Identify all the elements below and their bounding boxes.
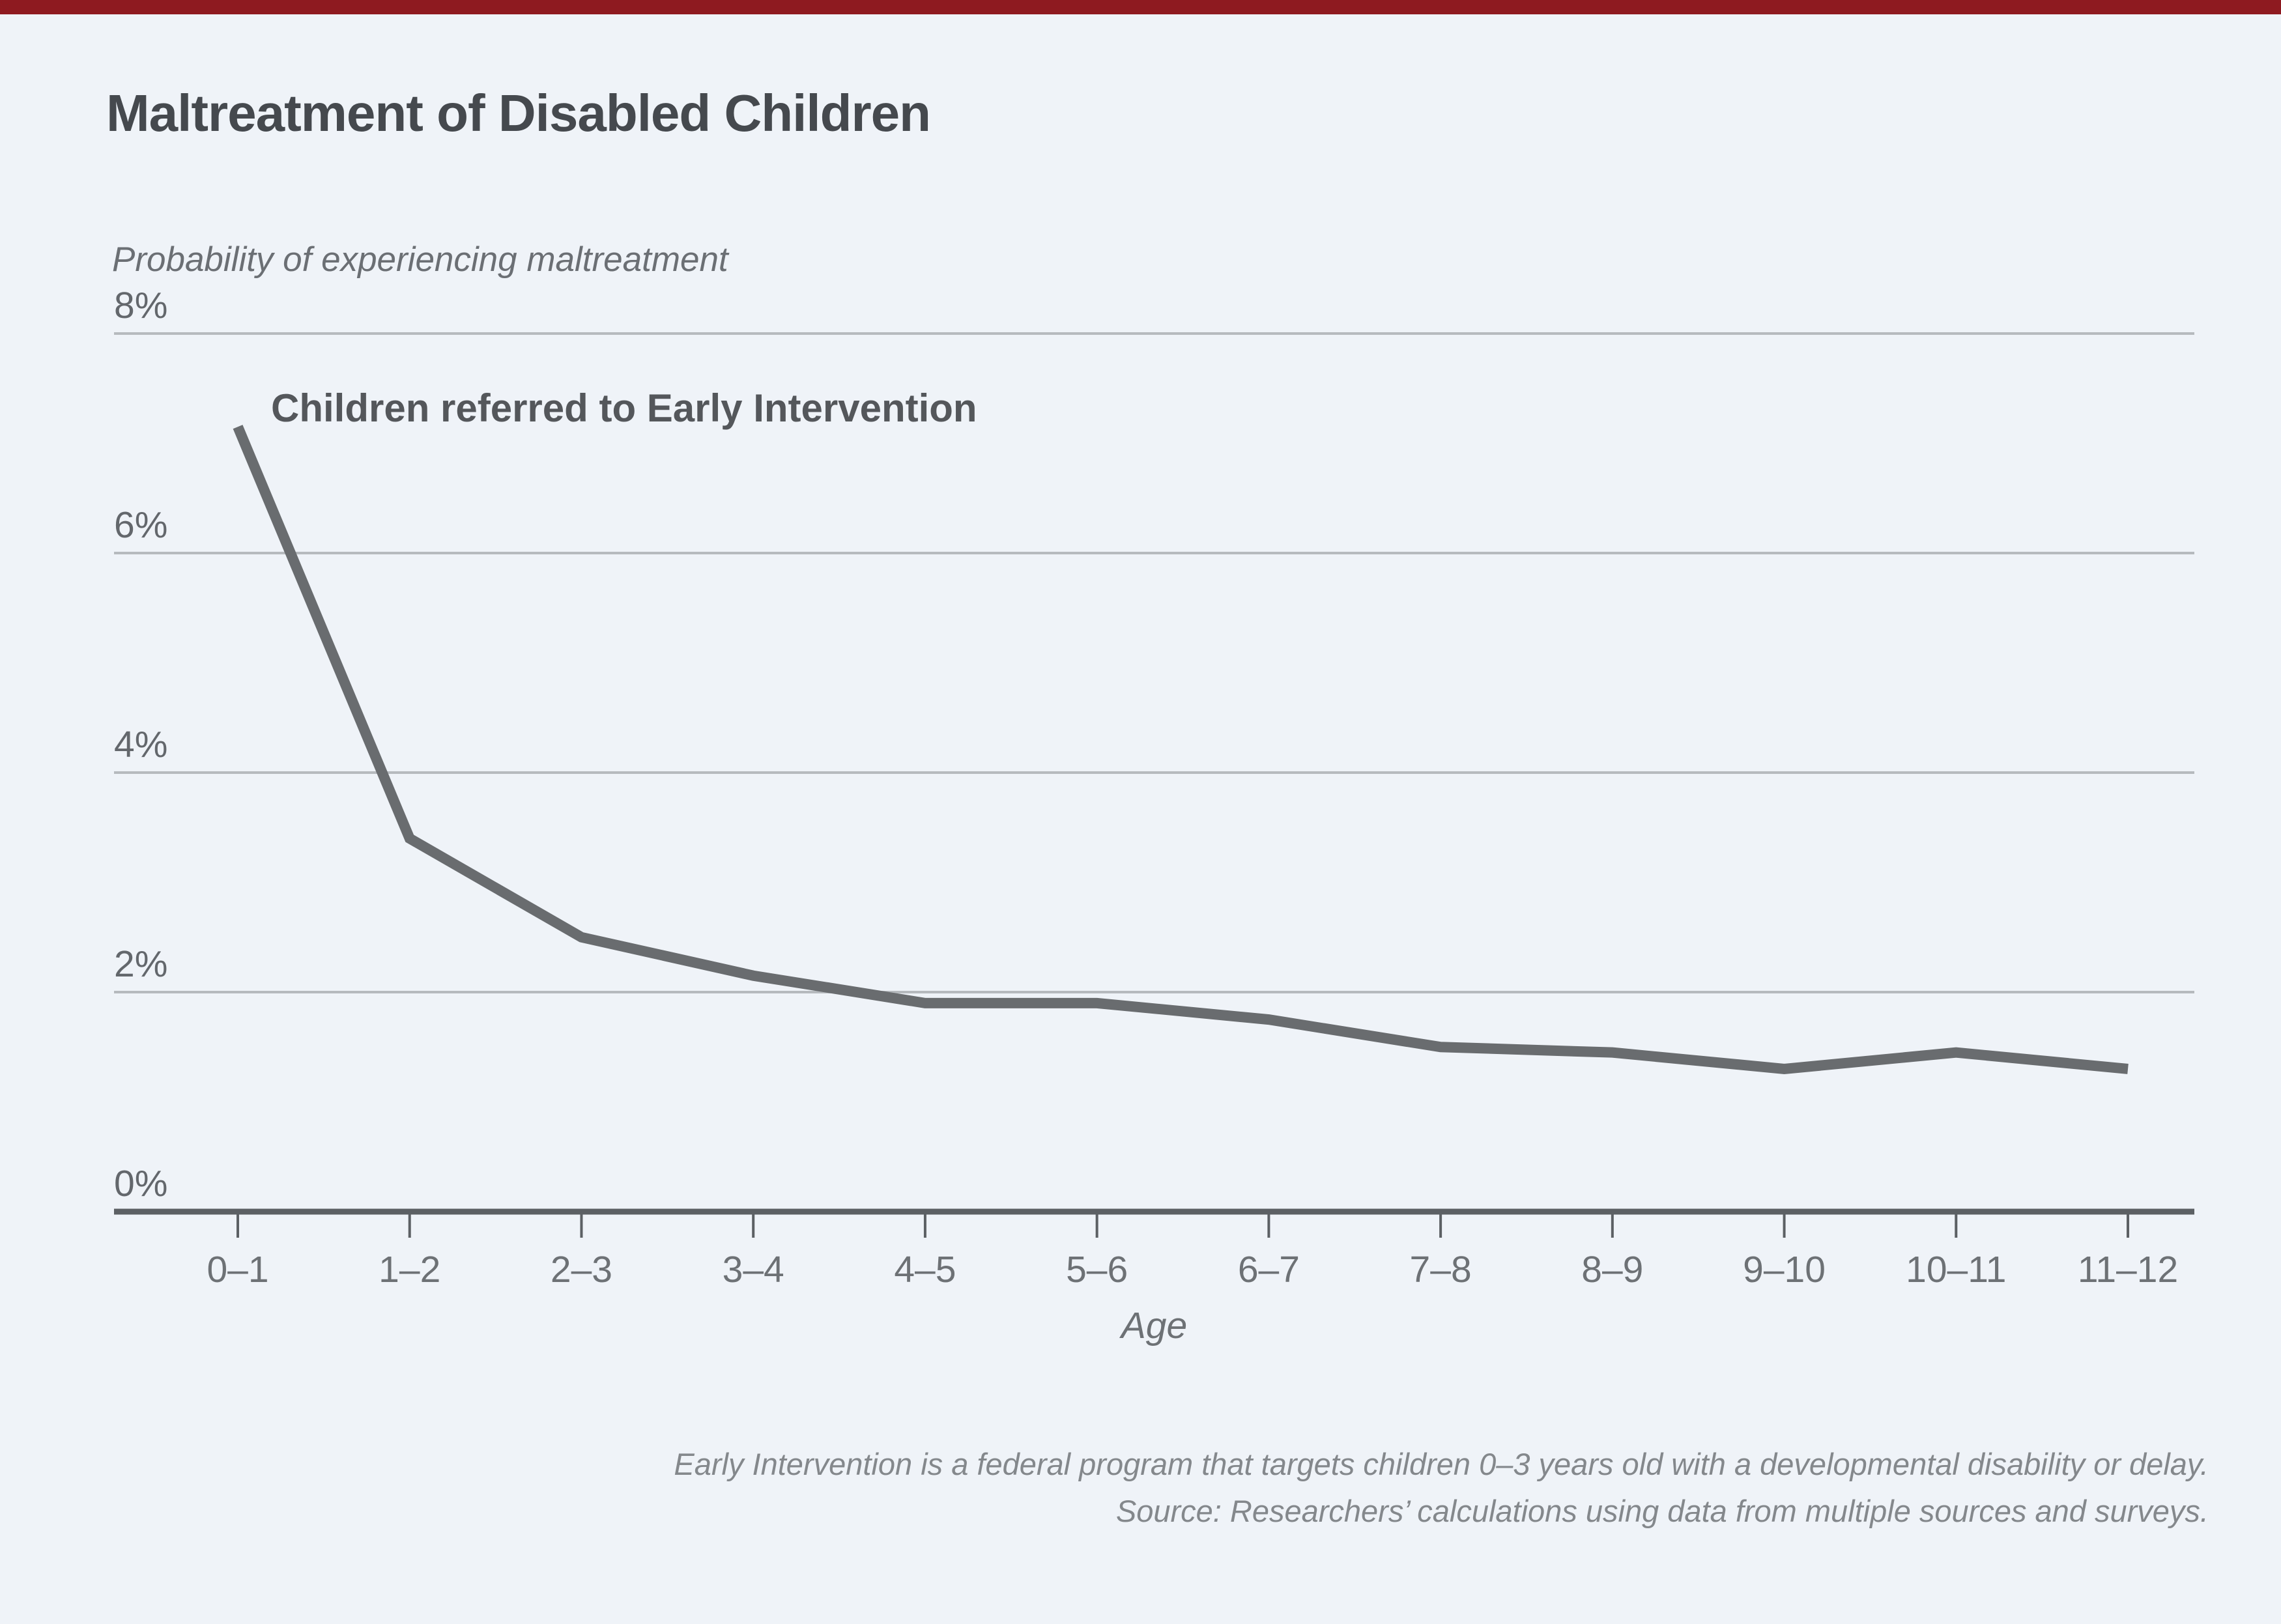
y-tick-label-0%: 0% bbox=[114, 1163, 168, 1204]
series-polyline bbox=[233, 425, 2129, 1074]
x-tick-label-0–1: 0–1 bbox=[207, 1249, 269, 1290]
footnote-line-1: Early Intervention is a federal program … bbox=[674, 1447, 2209, 1481]
y-tick-label-8%: 8% bbox=[114, 285, 168, 326]
y-tick-label-6%: 6% bbox=[114, 504, 168, 546]
footnote: Early Intervention is a federal program … bbox=[222, 1441, 2209, 1535]
x-axis-title: Age bbox=[1121, 1305, 1188, 1346]
x-axis bbox=[114, 1208, 2194, 1238]
y-tick-label-4%: 4% bbox=[114, 724, 168, 765]
footnote-line-2: Source: Researchers’ calculations using … bbox=[1115, 1494, 2209, 1528]
x-tick-label-5–6: 5–6 bbox=[1066, 1249, 1128, 1290]
x-tick-label-1–2: 1–2 bbox=[379, 1249, 441, 1290]
x-tick-label-8–9: 8–9 bbox=[1581, 1249, 1644, 1290]
x-tick-label-11–12: 11–12 bbox=[2077, 1249, 2179, 1290]
gridlines bbox=[114, 332, 2194, 993]
top-accent-bar bbox=[0, 0, 2281, 14]
x-tick-label-9–10: 9–10 bbox=[1743, 1249, 1826, 1290]
y-axis-title: Probability of experiencing maltreatment bbox=[112, 240, 728, 279]
x-tick-label-6–7: 6–7 bbox=[1237, 1249, 1300, 1290]
y-tick-label-2%: 2% bbox=[114, 943, 168, 985]
x-tick-label-7–8: 7–8 bbox=[1409, 1249, 1472, 1290]
x-tick-label-10–11: 10–11 bbox=[1906, 1249, 2007, 1290]
x-tick-label-3–4: 3–4 bbox=[722, 1249, 784, 1290]
x-tick-label-4–5: 4–5 bbox=[894, 1249, 956, 1290]
data-series-line bbox=[233, 425, 2129, 1074]
series-label: Children referred to Early Intervention bbox=[271, 386, 977, 430]
chart-title: Maltreatment of Disabled Children bbox=[106, 84, 931, 142]
x-tick-label-2–3: 2–3 bbox=[550, 1249, 613, 1290]
